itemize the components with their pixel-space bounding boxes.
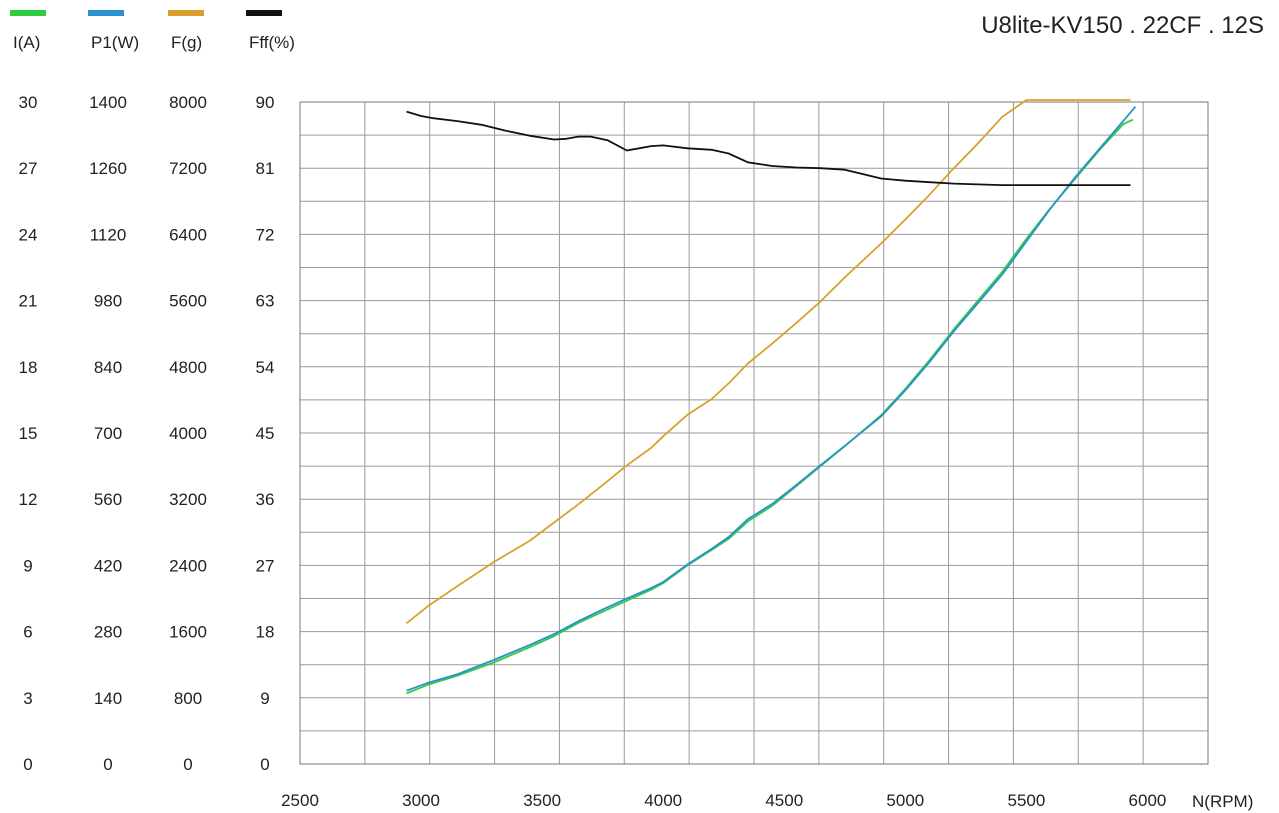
y-tick-label-F(g): 4000 xyxy=(169,424,207,443)
y-tick-label-I(A): 21 xyxy=(19,292,38,311)
y-tick-label-Fff(%): 36 xyxy=(256,490,275,509)
y-tick-label-F(g): 1600 xyxy=(169,623,207,642)
y-tick-label-I(A): 24 xyxy=(19,225,38,244)
x-tick-label: 2500 xyxy=(281,791,319,810)
y-tick-label-I(A): 30 xyxy=(19,93,38,112)
y-tick-label-P1(W): 420 xyxy=(94,556,122,575)
legend-label-efficiency: Fff(%) xyxy=(249,33,295,52)
y-tick-label-Fff(%): 45 xyxy=(256,424,275,443)
legend-label-power: P1(W) xyxy=(91,33,139,52)
chart-series xyxy=(407,100,1136,693)
y-tick-label-I(A): 18 xyxy=(19,358,38,377)
y-tick-label-Fff(%): 90 xyxy=(256,93,275,112)
y-tick-label-F(g): 4800 xyxy=(169,358,207,377)
y-tick-label-P1(W): 280 xyxy=(94,623,122,642)
y-tick-label-P1(W): 1260 xyxy=(89,159,127,178)
y-tick-label-Fff(%): 9 xyxy=(260,689,269,708)
series-line-fg xyxy=(407,100,1131,623)
x-tick-label: 5500 xyxy=(1007,791,1045,810)
legend-swatch-power xyxy=(88,10,124,16)
y-tick-label-I(A): 9 xyxy=(23,556,32,575)
legend-label-current: I(A) xyxy=(13,33,40,52)
x-tick-label: 5000 xyxy=(886,791,924,810)
y-tick-label-I(A): 15 xyxy=(19,424,38,443)
series-line-fff xyxy=(407,112,1131,186)
y-tick-label-Fff(%): 63 xyxy=(256,292,275,311)
y-tick-label-I(A): 12 xyxy=(19,490,38,509)
y-tick-label-F(g): 5600 xyxy=(169,292,207,311)
x-axis-label: N(RPM) xyxy=(1192,792,1253,811)
y-axes: 0369121518212427300140280420560700840980… xyxy=(19,93,275,774)
y-tick-label-F(g): 6400 xyxy=(169,225,207,244)
y-tick-label-F(g): 8000 xyxy=(169,93,207,112)
y-tick-label-P1(W): 840 xyxy=(94,358,122,377)
x-tick-label: 3500 xyxy=(523,791,561,810)
y-tick-label-I(A): 6 xyxy=(23,623,32,642)
x-tick-label: 4000 xyxy=(644,791,682,810)
y-tick-label-P1(W): 140 xyxy=(94,689,122,708)
y-tick-label-I(A): 0 xyxy=(23,755,32,774)
x-tick-label: 3000 xyxy=(402,791,440,810)
y-tick-label-I(A): 27 xyxy=(19,159,38,178)
y-tick-label-Fff(%): 27 xyxy=(256,556,275,575)
y-tick-label-Fff(%): 0 xyxy=(260,755,269,774)
y-tick-label-Fff(%): 18 xyxy=(256,623,275,642)
legend-swatch-current xyxy=(10,10,46,16)
legend-label-thrust: F(g) xyxy=(171,33,202,52)
y-tick-label-P1(W): 1400 xyxy=(89,93,127,112)
y-tick-label-Fff(%): 72 xyxy=(256,225,275,244)
y-tick-label-F(g): 3200 xyxy=(169,490,207,509)
legend: I(A) P1(W) F(g) Fff(%) xyxy=(10,10,295,52)
y-tick-label-P1(W): 560 xyxy=(94,490,122,509)
legend-swatch-thrust xyxy=(168,10,204,16)
y-tick-label-P1(W): 700 xyxy=(94,424,122,443)
y-tick-label-P1(W): 1120 xyxy=(90,225,127,244)
series-line-ia xyxy=(407,120,1133,694)
chart-title: U8lite-KV150 . 22CF . 12S xyxy=(981,12,1264,39)
x-tick-label: 4500 xyxy=(765,791,803,810)
y-tick-label-F(g): 7200 xyxy=(169,159,207,178)
y-tick-label-P1(W): 980 xyxy=(94,292,122,311)
y-tick-label-Fff(%): 81 xyxy=(256,159,275,178)
chart-grid xyxy=(300,102,1208,764)
y-tick-label-Fff(%): 54 xyxy=(256,358,275,377)
y-tick-label-P1(W): 0 xyxy=(103,755,112,774)
legend-swatch-efficiency xyxy=(246,10,282,16)
y-tick-label-F(g): 2400 xyxy=(169,556,207,575)
y-tick-label-F(g): 0 xyxy=(183,755,192,774)
y-tick-label-I(A): 3 xyxy=(23,689,32,708)
y-tick-label-F(g): 800 xyxy=(174,689,202,708)
x-tick-label: 6000 xyxy=(1129,791,1167,810)
x-axis: 2500 3000 3500 4000 4500 5000 5500 6000 xyxy=(281,791,1166,810)
series-line-p1w xyxy=(407,107,1136,691)
